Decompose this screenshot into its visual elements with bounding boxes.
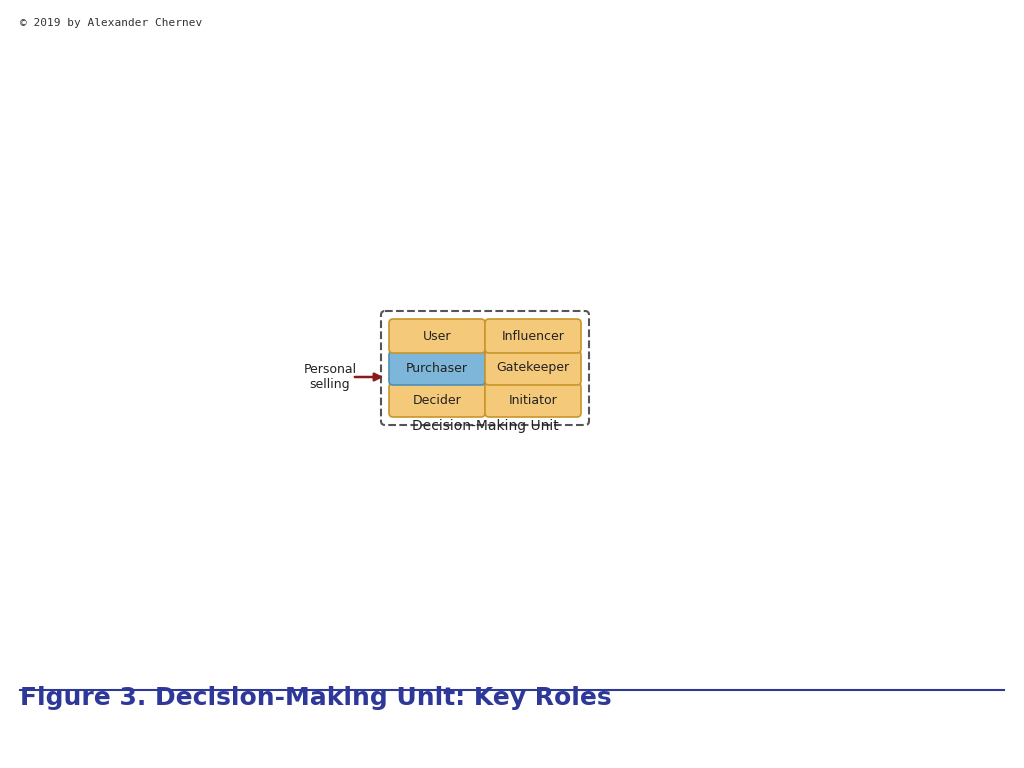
- FancyBboxPatch shape: [389, 383, 485, 417]
- FancyBboxPatch shape: [389, 351, 485, 385]
- Text: Decision-Making Unit: Decision-Making Unit: [412, 419, 558, 433]
- Text: Influencer: Influencer: [502, 329, 564, 343]
- Text: Purchaser: Purchaser: [406, 362, 468, 375]
- Text: User: User: [423, 329, 452, 343]
- Text: Gatekeeper: Gatekeeper: [497, 362, 569, 375]
- FancyBboxPatch shape: [485, 351, 581, 385]
- Text: © 2019 by Alexander Chernev: © 2019 by Alexander Chernev: [20, 18, 203, 28]
- Text: Personal
selling: Personal selling: [303, 363, 356, 391]
- FancyBboxPatch shape: [485, 319, 581, 353]
- Text: Initiator: Initiator: [509, 393, 557, 406]
- FancyBboxPatch shape: [485, 383, 581, 417]
- FancyBboxPatch shape: [389, 319, 485, 353]
- Text: Figure 3. Decision-Making Unit: Key Roles: Figure 3. Decision-Making Unit: Key Role…: [20, 686, 611, 710]
- Text: Decider: Decider: [413, 393, 462, 406]
